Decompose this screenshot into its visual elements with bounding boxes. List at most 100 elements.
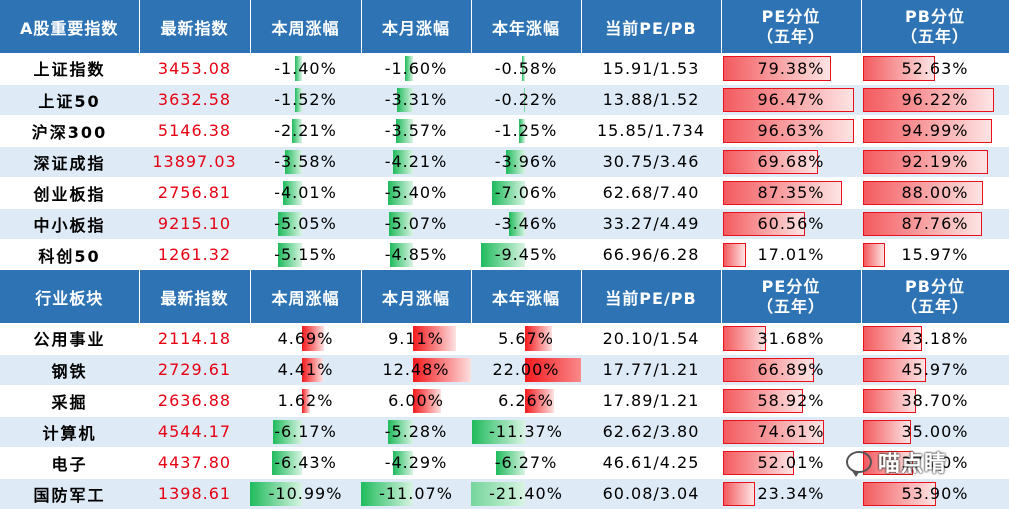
change-bar <box>302 357 323 382</box>
latest-index: 2729.61 <box>139 354 250 386</box>
header-month: 本月涨幅 <box>361 0 472 53</box>
change-cell-week: -1.40% <box>250 53 361 85</box>
pb-percentile-bar <box>863 118 993 143</box>
pb-percentile-cell: 96.22% <box>861 84 1009 116</box>
watermark-text: 喵点睛 <box>878 452 948 477</box>
latest-index: 4544.17 <box>139 416 250 448</box>
change-value: 4.69% <box>277 328 334 348</box>
change-value: -21.40% <box>489 484 563 503</box>
change-cell-week: -4.01% <box>250 177 361 209</box>
pe-pb-ratio: 20.10/1.54 <box>581 323 721 355</box>
change-cell-month: -1.60% <box>361 53 471 85</box>
pb-percentile-value: 35.00% <box>901 422 969 441</box>
row-name: 科创50 <box>0 239 139 271</box>
pb-percentile-value: 53.90% <box>901 484 969 503</box>
pe-percentile-value: 23.34% <box>757 484 825 503</box>
pe-percentile-cell: 23.34% <box>721 478 861 509</box>
row-name: 深证成指 <box>0 146 139 178</box>
header-pb-pct: PB分位 （五年） <box>861 270 1009 323</box>
change-cell-year: -3.96% <box>471 146 581 178</box>
pe-percentile-cell: 60.56% <box>721 208 861 240</box>
pe-percentile-bar <box>723 242 747 267</box>
pb-percentile-bar <box>863 419 911 444</box>
change-bar <box>397 87 413 112</box>
pb-percentile-cell: 88.00% <box>861 177 1009 209</box>
change-cell-month: -11.07% <box>361 478 471 509</box>
table-row: 创业板指 2756.81 -4.01% -5.40% -7.06% 62.68/7.40 8… <box>0 177 1009 209</box>
change-cell-year: -6.27% <box>471 447 581 479</box>
sector-table: 行业板块 最新指数 本周涨幅 本月涨幅 本年涨幅 当前PE/PB PE分位 （五年… <box>0 270 1009 509</box>
change-value: 6.00% <box>388 391 444 410</box>
latest-index: 2756.81 <box>139 177 250 209</box>
pe-pb-ratio: 62.68/7.40 <box>581 177 721 209</box>
change-bar <box>361 481 413 506</box>
pe-percentile-bar <box>723 56 831 81</box>
change-bar <box>413 388 442 413</box>
change-bar <box>387 180 413 205</box>
header-name: A股重要指数 <box>0 0 140 53</box>
pe-percentile-bar <box>723 450 794 475</box>
row-name: 公用事业 <box>0 323 139 355</box>
row-name: 创业板指 <box>0 177 139 209</box>
change-bar <box>495 450 525 475</box>
change-cell-week: -2.21% <box>250 115 361 147</box>
change-value: 9.11% <box>388 328 444 348</box>
change-cell-week: -3.58% <box>250 146 361 178</box>
change-value: 6.26% <box>498 391 554 410</box>
change-cell-year: -1.25% <box>471 115 581 147</box>
pb-percentile-cell: 87.76% <box>861 208 1009 240</box>
change-value: 12.48% <box>382 360 450 379</box>
change-cell-year: 5.67% <box>471 323 581 355</box>
pe-pb-ratio: 13.88/1.52 <box>581 84 721 116</box>
pb-percentile-value: 92.19% <box>901 152 969 171</box>
pb-percentile-value: 43.18% <box>901 328 969 348</box>
change-cell-month: -3.57% <box>361 115 471 147</box>
pb-percentile-bar <box>863 481 937 506</box>
pe-percentile-value: 96.63% <box>757 121 825 140</box>
change-value: -3.46% <box>494 214 558 233</box>
row-name: 电子 <box>0 447 139 479</box>
change-bar <box>393 149 413 174</box>
change-bar <box>413 357 471 382</box>
change-cell-month: -4.29% <box>361 447 471 479</box>
latest-index: 1398.61 <box>139 478 250 509</box>
change-value: -5.40% <box>384 183 448 202</box>
pe-percentile-bar <box>723 87 855 112</box>
change-bar <box>525 357 581 382</box>
watermark-logo: 喵点睛 <box>846 447 947 477</box>
change-cell-year: 22.00% <box>471 354 581 386</box>
pe-pb-ratio: 60.08/3.04 <box>581 478 721 509</box>
change-bar <box>471 419 525 444</box>
header-month: 本月涨幅 <box>361 270 472 323</box>
change-value: -0.22% <box>494 90 558 109</box>
pe-percentile-cell: 66.89% <box>721 354 861 386</box>
pb-percentile-cell: 53.90% <box>861 478 1009 509</box>
pb-percentile-value: 15.97% <box>901 245 969 264</box>
change-cell-month: -4.85% <box>361 239 471 271</box>
pe-percentile-value: 66.89% <box>757 360 825 379</box>
pe-percentile-cell: 52.01% <box>721 447 861 479</box>
change-value: -4.21% <box>384 152 448 171</box>
pb-percentile-value: 45.97% <box>901 360 969 379</box>
change-cell-week: -6.17% <box>250 416 361 448</box>
header-pe-pct-line1: PE分位 <box>761 276 821 296</box>
change-bar <box>271 450 302 475</box>
change-cell-week: -6.43% <box>250 447 361 479</box>
pe-percentile-bar <box>723 326 767 351</box>
latest-index: 5146.38 <box>139 115 250 147</box>
change-value: -4.85% <box>384 245 448 264</box>
header-year: 本年涨幅 <box>471 0 582 53</box>
pb-percentile-bar <box>863 357 926 382</box>
change-bar <box>413 326 456 351</box>
pb-percentile-bar <box>863 56 935 81</box>
change-bar <box>471 481 525 506</box>
table-header-row: 行业板块 最新指数 本周涨幅 本月涨幅 本年涨幅 当前PE/PB PE分位 （五年… <box>0 270 1009 323</box>
header-pe-pct-line2: （五年） <box>756 26 825 46</box>
chat-bubble-icon <box>846 451 872 477</box>
change-value: 4.41% <box>277 360 334 379</box>
change-bar <box>302 326 325 351</box>
pe-percentile-cell: 96.47% <box>721 84 861 116</box>
change-value: -6.43% <box>274 453 337 472</box>
change-value: -3.57% <box>384 121 448 140</box>
change-cell-week: -5.15% <box>250 239 361 271</box>
